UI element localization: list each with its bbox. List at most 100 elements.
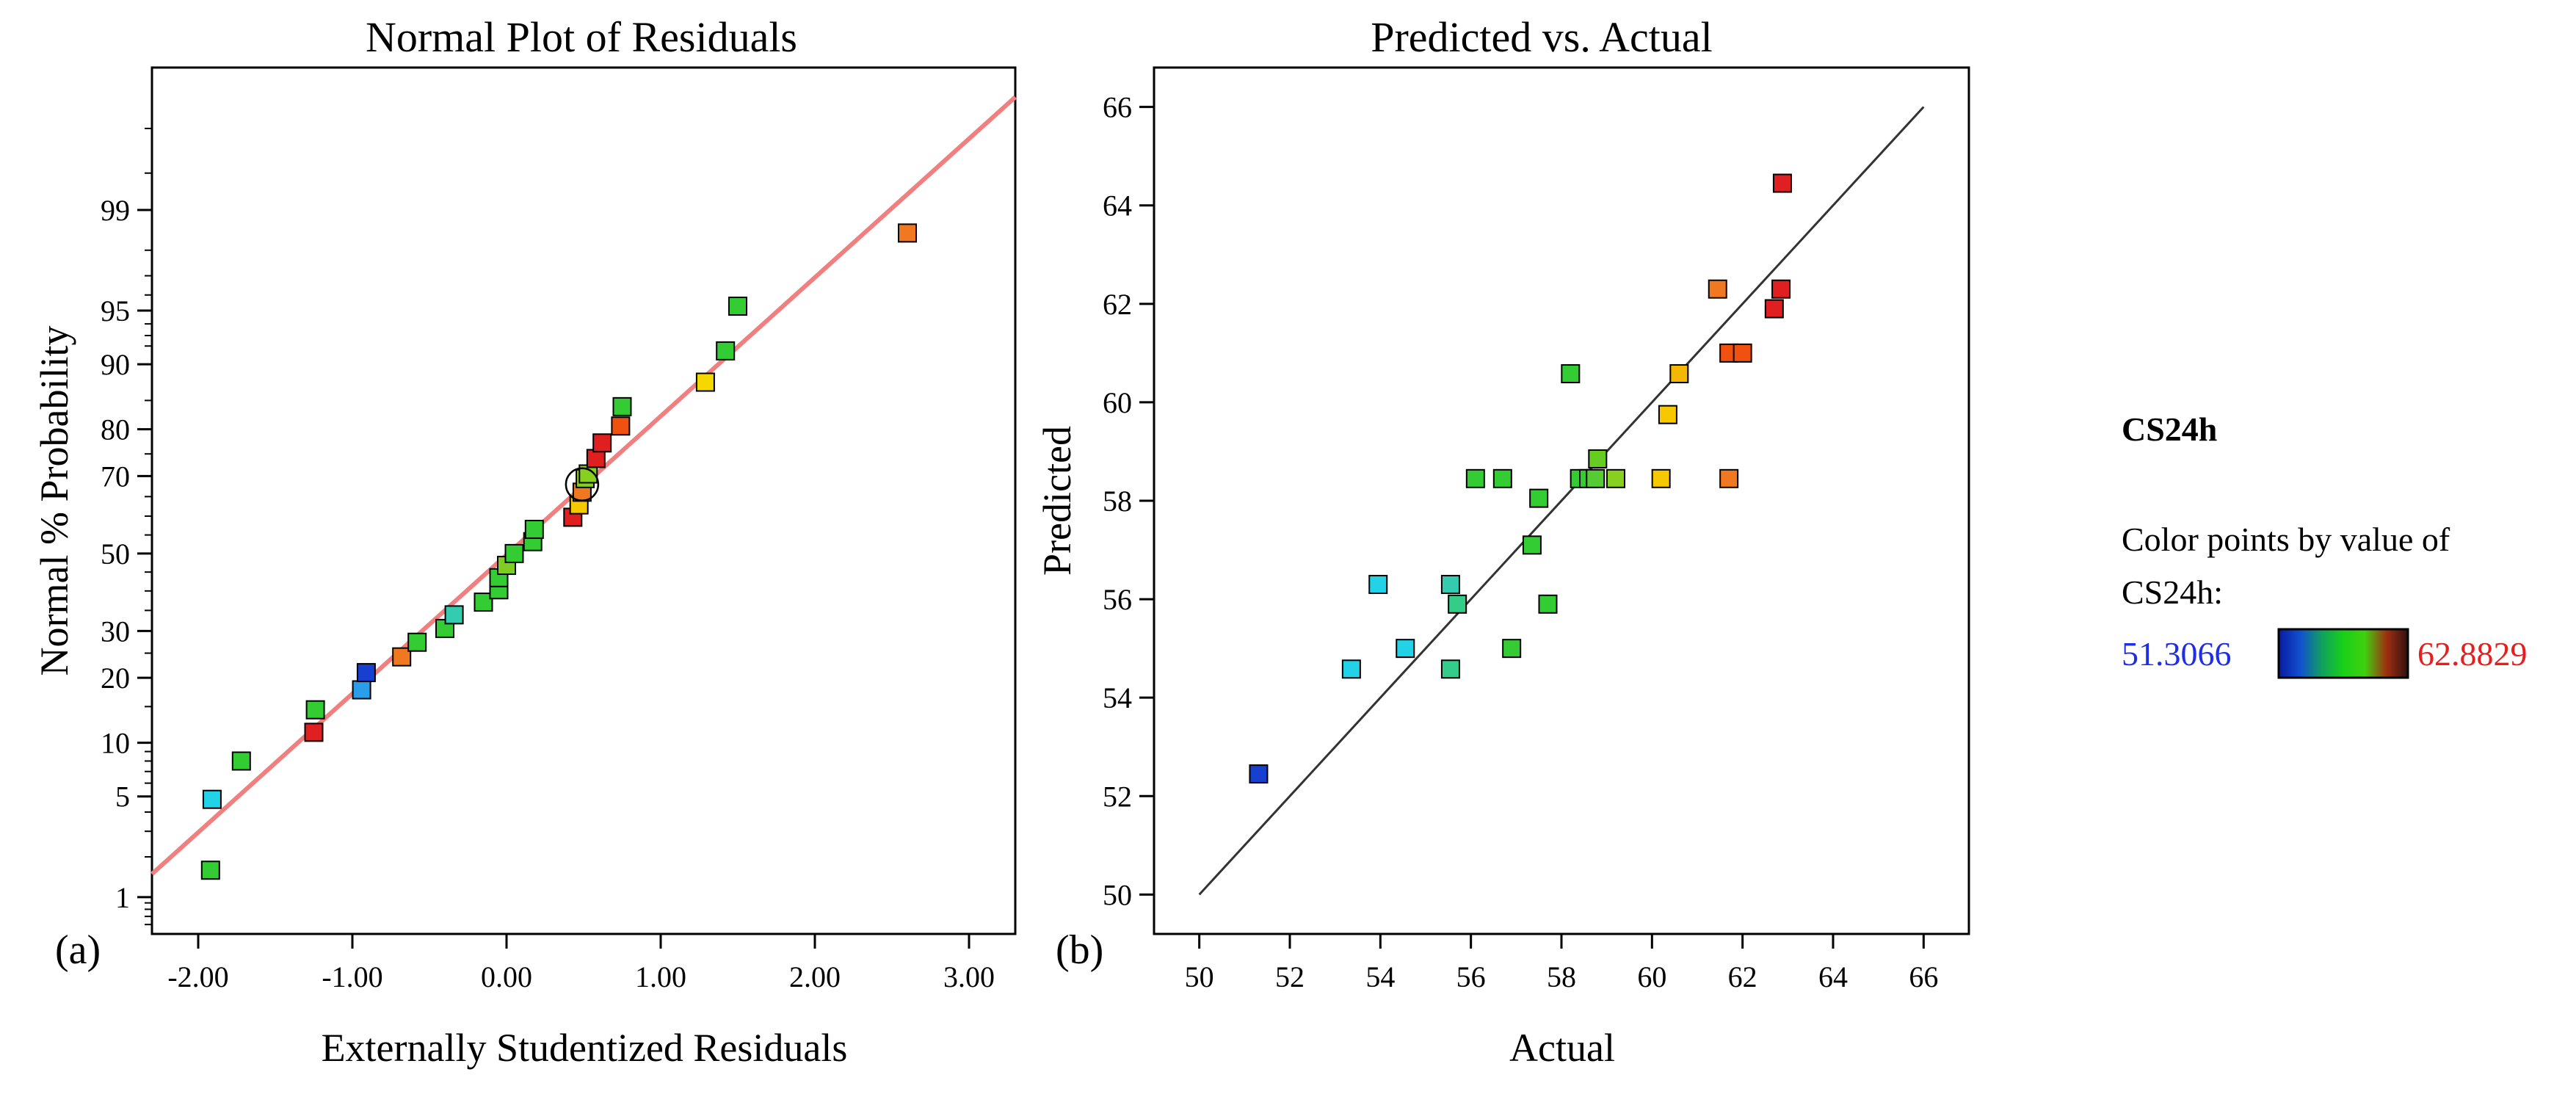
x-tick-label-b: 52 (1275, 960, 1305, 993)
legend-caption-line1: Color points by value of (2122, 521, 2450, 558)
x-tick-label-a: 1.00 (635, 960, 686, 993)
data-point-a (524, 519, 544, 539)
data-point-b (1669, 364, 1689, 384)
y-tick-label-a: 90 (101, 348, 130, 381)
chart-title-a: Normal Plot of Residuals (366, 13, 797, 61)
x-tick-label-b: 66 (1909, 960, 1938, 993)
legend-title: CS24h (2122, 410, 2217, 448)
y-tick-label-b: 66 (1103, 91, 1132, 124)
y-tick-label-a: 5 (115, 780, 130, 814)
data-point-a (592, 433, 612, 453)
data-point-a (611, 416, 631, 436)
points-b (1249, 173, 1792, 784)
data-point-b (1771, 279, 1791, 299)
data-point-b (1522, 535, 1542, 555)
reference-line-b (1198, 106, 1925, 896)
data-point-a (231, 751, 251, 771)
data-point-b (1368, 574, 1388, 594)
legend-max-label: 62.8829 (2417, 635, 2528, 673)
data-point-b (1502, 639, 1522, 659)
x-tick-label-b: 62 (1728, 960, 1757, 993)
data-point-b (1719, 468, 1739, 488)
panel-normal-plot: Normal Plot of Residuals 1 5 10 20 30 50 70 80 9… (32, 13, 1017, 1070)
panel-predicted-vs-actual: Predicted vs. Actual 505254565860626466 … (1035, 13, 1970, 1070)
legend-caption-line2: CS24h: (2122, 573, 2223, 611)
data-point-a (407, 632, 427, 652)
data-point-a (305, 700, 325, 720)
data-point-b (1448, 594, 1467, 614)
y-axis-a: 1 5 10 20 30 50 70 80 90 95 99 (101, 127, 152, 926)
data-point-b (1538, 594, 1558, 614)
x-tick-label-b: 64 (1818, 960, 1848, 993)
data-point-a (504, 543, 524, 563)
data-point-b (1465, 468, 1485, 488)
y-tick-label-b: 60 (1103, 386, 1132, 419)
data-point-b (1440, 659, 1460, 679)
data-point-a (444, 605, 464, 625)
points-a (200, 223, 917, 880)
data-point-a (200, 861, 220, 880)
panel-label-a: (a) (55, 927, 101, 973)
data-point-b (1651, 468, 1671, 488)
panel-label-b: (b) (1056, 927, 1103, 973)
x-tick-label-a: 2.00 (789, 960, 841, 993)
x-tick-label-b: 50 (1185, 960, 1214, 993)
x-axis-b: 50 52 54 56 58 60 62 64 66 (1185, 934, 1938, 993)
y-tick-label-a: 99 (101, 194, 130, 227)
y-tick-label-b: 58 (1103, 485, 1132, 518)
x-tick-label-b: 58 (1547, 960, 1576, 993)
y-tick-label-a: 80 (101, 413, 130, 446)
data-point-a (352, 680, 371, 700)
data-point-b (1396, 639, 1415, 659)
data-point-b (1529, 488, 1549, 508)
y-axis-b: 50 52 54 56 58 60 62 64 66 (1103, 91, 1154, 911)
data-point-b (1249, 764, 1269, 784)
y-tick-label-b: 56 (1103, 583, 1132, 616)
y-tick-label-a: 50 (101, 537, 130, 570)
data-point-a (695, 372, 715, 392)
data-point-b (1764, 299, 1784, 319)
data-point-a (356, 663, 376, 683)
x-tick-label-a: -1.00 (322, 960, 382, 993)
y-tick-label-a: 70 (101, 460, 130, 493)
data-point-b (1772, 173, 1792, 193)
data-point-b (1588, 449, 1608, 469)
y-tick-label-b: 52 (1103, 780, 1132, 813)
x-axis-a: -2.00 -1.00 0.00 1.00 2.00 3.00 (167, 934, 995, 993)
data-point-a (728, 297, 747, 316)
x-tick-label-a: -2.00 (167, 960, 228, 993)
y-tick-label-a: 20 (101, 662, 130, 695)
data-point-a (898, 223, 917, 243)
data-point-b (1606, 468, 1625, 488)
y-axis-label-a: Normal % Probability (32, 326, 76, 676)
data-point-b (1561, 364, 1581, 384)
y-tick-label-a: 1 (115, 881, 130, 914)
data-point-b (1492, 468, 1512, 488)
data-point-b (1708, 279, 1727, 299)
data-point-b (1658, 405, 1677, 424)
x-tick-label-b: 56 (1456, 960, 1486, 993)
x-tick-label-b: 60 (1637, 960, 1666, 993)
y-tick-label-b: 62 (1103, 288, 1132, 321)
highlight-circle-a (565, 467, 600, 502)
data-point-b (1341, 659, 1361, 679)
data-point-b (1733, 343, 1752, 363)
legend-min-label: 51.3066 (2122, 635, 2232, 673)
x-tick-label-a: 0.00 (481, 960, 532, 993)
data-point-a (612, 396, 632, 416)
legend-gradient-bar (2277, 628, 2409, 679)
x-axis-label-b: Actual (1509, 1026, 1615, 1070)
y-tick-label-a: 95 (101, 294, 130, 327)
data-point-a (304, 722, 324, 742)
data-point-a (716, 341, 736, 361)
data-point-b (1440, 574, 1460, 594)
data-point-a (202, 789, 222, 809)
x-axis-label-a: Externally Studentized Residuals (322, 1026, 848, 1070)
data-point-b (1586, 468, 1606, 488)
x-tick-label-a: 3.00 (943, 960, 995, 993)
y-tick-label-b: 54 (1103, 681, 1132, 714)
chart-title-b: Predicted vs. Actual (1371, 13, 1713, 61)
color-legend: CS24h Color points by value of CS24h: 51… (2122, 410, 2528, 679)
y-tick-label-b: 64 (1103, 189, 1132, 222)
